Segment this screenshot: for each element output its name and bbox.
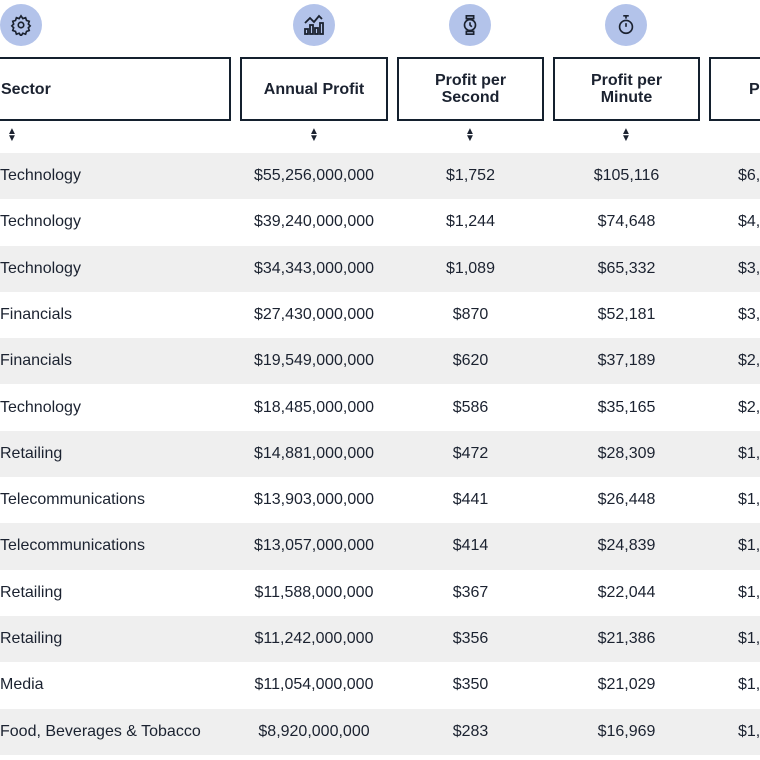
partial-cell: $1, xyxy=(738,444,760,462)
profit-per-second-cell: $441 xyxy=(452,491,489,509)
profit-per-second-cell: $283 xyxy=(452,722,489,740)
profit-per-minute-cell: $28,309 xyxy=(597,444,656,462)
column-header-sector[interactable]: Sector xyxy=(0,57,231,121)
column-header-profit-per-second[interactable]: Profit per Second xyxy=(397,57,544,121)
sector-cell: Retailing xyxy=(0,630,63,647)
profit-per-minute-cell: $24,839 xyxy=(597,537,656,555)
header-label: Annual Profit xyxy=(263,80,365,98)
table-row: Retailing $14,881,000,000 $472 $28,309 $1, xyxy=(0,430,760,478)
sector-cell: Technology xyxy=(0,398,81,416)
watch-icon xyxy=(449,4,491,46)
profit-per-second-cell: $356 xyxy=(452,630,489,647)
annual-profit-cell: $34,343,000,000 xyxy=(253,259,375,277)
profit-per-minute-cell: $22,044 xyxy=(597,583,656,601)
sort-icon[interactable]: ▲ ▼ xyxy=(7,126,17,144)
profit-per-second-cell: $1,089 xyxy=(446,259,495,277)
profit-per-second-cell: $367 xyxy=(452,583,489,601)
profit-per-second-cell: $1,244 xyxy=(446,213,495,231)
annual-profit-cell: $27,430,000,000 xyxy=(253,305,375,323)
table-row: Retailing $11,588,000,000 $367 $22,044 $1, xyxy=(0,570,760,616)
header-label: Sector xyxy=(1,80,51,98)
annual-profit-cell: $18,485,000,000 xyxy=(253,398,375,416)
partial-cell: $6, xyxy=(738,167,760,184)
partial-cell: $1, xyxy=(738,491,760,509)
profit-per-minute-cell: $35,165 xyxy=(597,398,656,416)
table-row: Financials $19,549,000,000 $620 $37,189 $2, xyxy=(0,338,760,385)
profit-per-minute-cell: $105,116 xyxy=(593,167,660,184)
sector-cell: Retailing xyxy=(0,583,63,601)
sector-cell: Technology xyxy=(0,259,81,277)
table-row: Technology $55,256,000,000 $1,752 $105,116 $… xyxy=(0,153,760,200)
sector-cell: Retailing xyxy=(0,444,63,462)
table-row: Technology $39,240,000,000 $1,244 $74,648 $4… xyxy=(0,199,760,245)
profit-per-minute-cell: $16,969 xyxy=(597,722,656,740)
sector-cell: Financials xyxy=(0,352,73,370)
sector-cell: Financials xyxy=(0,305,73,323)
partial-cell: $1, xyxy=(738,630,760,647)
table-row: Technology $18,485,000,000 $586 $35,165 $2, xyxy=(0,385,760,431)
annual-profit-cell: $14,881,000,000 xyxy=(253,444,375,462)
annual-profit-cell: $39,240,000,000 xyxy=(253,213,375,231)
table-row: Retailing $11,242,000,000 $356 $21,386 $1, xyxy=(0,616,760,663)
sector-cell: Telecommunications xyxy=(0,537,145,555)
partial-cell: $1, xyxy=(738,676,760,694)
sector-cell: Media xyxy=(0,676,44,694)
table-row: Technology $34,343,000,000 $1,089 $65,332 $3… xyxy=(0,245,760,292)
profit-per-minute-cell: $52,181 xyxy=(597,305,656,323)
table-row: Media $11,054,000,000 $350 $21,029 $1, xyxy=(0,662,760,708)
profit-per-minute-cell: $21,386 xyxy=(597,630,656,647)
partial-cell: $1, xyxy=(738,537,760,555)
sort-icon[interactable]: ▲ ▼ xyxy=(465,126,475,144)
sector-cell: Food, Beverages & Tobacco xyxy=(0,722,201,740)
sort-icon[interactable]: ▲ ▼ xyxy=(621,126,631,144)
annual-profit-cell: $11,242,000,000 xyxy=(254,630,374,647)
annual-profit-cell: $19,549,000,000 xyxy=(253,352,375,370)
gear-icon xyxy=(0,4,42,46)
profit-per-second-cell: $350 xyxy=(452,676,489,694)
sort-icon[interactable]: ▲ ▼ xyxy=(309,126,319,144)
annual-profit-cell: $11,054,000,000 xyxy=(254,676,374,694)
annual-profit-cell: $55,256,000,000 xyxy=(253,167,375,184)
annual-profit-cell: $13,903,000,000 xyxy=(253,491,375,509)
stopwatch-icon xyxy=(605,4,647,46)
partial-cell: $1, xyxy=(738,583,760,601)
sector-cell: Telecommunications xyxy=(0,491,145,509)
profit-per-minute-cell: $26,448 xyxy=(597,491,656,509)
sector-cell: Technology xyxy=(0,167,81,184)
header-label: Pr xyxy=(749,80,760,98)
header-label: Profit per Minute xyxy=(590,72,663,106)
profit-per-second-cell: $870 xyxy=(452,305,489,323)
profit-per-second-cell: $586 xyxy=(452,398,489,416)
profit-per-minute-cell: $37,189 xyxy=(597,352,656,370)
partial-cell: $2, xyxy=(738,352,760,370)
profit-per-second-cell: $414 xyxy=(452,537,489,555)
partial-cell: $3, xyxy=(738,259,760,277)
annual-profit-cell: $11,588,000,000 xyxy=(254,583,374,601)
partial-cell: $2, xyxy=(738,398,760,416)
table-row: Food, Beverages & Tobacco $8,920,000,000 $… xyxy=(0,708,760,755)
annual-profit-cell: $8,920,000,000 xyxy=(258,722,370,740)
annual-profit-cell: $13,057,000,000 xyxy=(253,537,375,555)
column-header-annual-profit[interactable]: Annual Profit xyxy=(240,57,388,121)
profit-per-minute-cell: $21,029 xyxy=(597,676,656,694)
chart-growth-icon xyxy=(293,4,335,46)
profit-per-minute-cell: $65,332 xyxy=(597,259,656,277)
profit-per-second-cell: $1,752 xyxy=(446,167,495,184)
header-label: Profit per Second xyxy=(434,72,507,106)
table-row: Telecommunications $13,057,000,000 $414 $24… xyxy=(0,523,760,570)
profit-per-minute-cell: $74,648 xyxy=(597,213,656,231)
column-header-profit-per-minute[interactable]: Profit per Minute xyxy=(553,57,700,121)
partial-cell: $4, xyxy=(738,213,760,231)
profit-per-second-cell: $620 xyxy=(452,352,489,370)
table-row: Financials $27,430,000,000 $870 $52,181 $3, xyxy=(0,292,760,338)
table-row: Telecommunications $13,903,000,000 $441 $26… xyxy=(0,477,760,523)
profit-per-second-cell: $472 xyxy=(452,444,489,462)
column-header-partial[interactable]: Pr xyxy=(709,57,760,121)
partial-cell: $3, xyxy=(738,305,760,323)
partial-cell: $1, xyxy=(738,722,760,740)
sector-cell: Technology xyxy=(0,213,81,231)
